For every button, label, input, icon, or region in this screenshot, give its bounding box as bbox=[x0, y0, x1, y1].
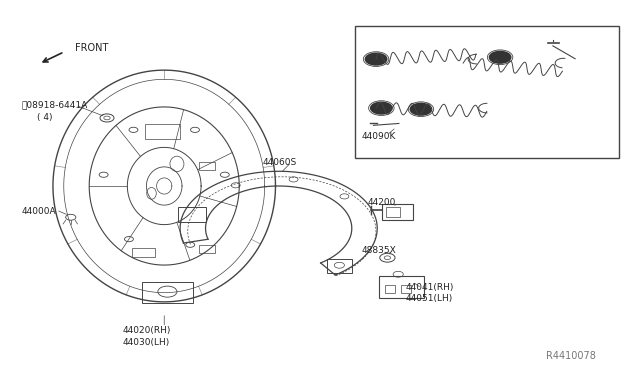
Bar bbox=[386, 206, 400, 217]
Circle shape bbox=[410, 103, 433, 116]
Circle shape bbox=[489, 51, 511, 64]
Text: 44030(LH): 44030(LH) bbox=[123, 338, 170, 347]
Circle shape bbox=[365, 52, 388, 66]
Text: 44060S: 44060S bbox=[263, 158, 297, 167]
Text: ⓝ08918-6441A: ⓝ08918-6441A bbox=[21, 100, 88, 110]
Text: 44200: 44200 bbox=[368, 198, 396, 207]
Circle shape bbox=[370, 102, 393, 115]
Text: 44051(LH): 44051(LH) bbox=[406, 294, 453, 304]
Text: 44000A: 44000A bbox=[21, 207, 56, 216]
Text: 48835X: 48835X bbox=[362, 246, 396, 255]
Text: 44020(RH): 44020(RH) bbox=[123, 326, 172, 335]
Bar bbox=[326, 259, 352, 273]
Bar bbox=[355, 26, 619, 158]
Bar bbox=[178, 207, 206, 222]
Text: 44090K: 44090K bbox=[362, 132, 396, 141]
Bar bbox=[145, 124, 180, 138]
Bar bbox=[382, 203, 413, 220]
Text: 44041(RH): 44041(RH) bbox=[406, 283, 454, 292]
Text: FRONT: FRONT bbox=[76, 43, 109, 53]
Text: ( 4): ( 4) bbox=[37, 113, 52, 122]
Bar bbox=[401, 285, 411, 293]
Bar bbox=[199, 162, 215, 170]
Bar bbox=[132, 248, 155, 257]
Bar bbox=[199, 245, 215, 253]
Text: R4410078: R4410078 bbox=[546, 351, 596, 361]
Bar bbox=[379, 276, 424, 298]
Bar bbox=[385, 285, 395, 293]
Bar bbox=[142, 282, 193, 303]
